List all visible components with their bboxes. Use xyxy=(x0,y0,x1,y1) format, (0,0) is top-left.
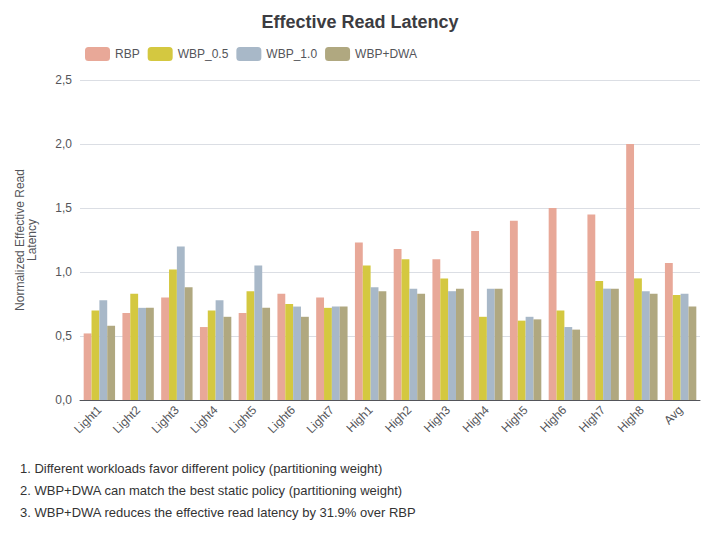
svg-text:Light3: Light3 xyxy=(149,403,182,436)
svg-text:0,0: 0,0 xyxy=(55,393,72,407)
svg-text:2. WBP+DWA can match the best: 2. WBP+DWA can match the best static pol… xyxy=(20,483,402,498)
svg-text:High6: High6 xyxy=(537,403,569,435)
svg-text:Light4: Light4 xyxy=(188,403,221,436)
svg-text:Light6: Light6 xyxy=(265,403,298,436)
svg-text:WBP_0.5: WBP_0.5 xyxy=(178,47,229,61)
svg-text:High5: High5 xyxy=(499,403,531,435)
svg-text:Normalized Effective Read: Normalized Effective Read xyxy=(13,169,27,311)
svg-text:WBP_1.0: WBP_1.0 xyxy=(266,47,317,61)
svg-text:Avg: Avg xyxy=(661,403,685,427)
svg-text:High2: High2 xyxy=(382,403,414,435)
svg-text:1,0: 1,0 xyxy=(55,265,72,279)
svg-text:High4: High4 xyxy=(460,403,492,435)
svg-text:WBP+DWA: WBP+DWA xyxy=(355,47,417,61)
svg-text:2,0: 2,0 xyxy=(55,137,72,151)
svg-text:RBP: RBP xyxy=(115,47,140,61)
svg-text:Light7: Light7 xyxy=(304,403,337,436)
svg-text:High3: High3 xyxy=(421,403,453,435)
svg-text:High7: High7 xyxy=(576,403,608,435)
svg-text:High8: High8 xyxy=(615,403,647,435)
svg-text:0,5: 0,5 xyxy=(55,329,72,343)
svg-text:High1: High1 xyxy=(344,403,376,435)
svg-text:3. WBP+DWA reduces the effecti: 3. WBP+DWA reduces the effective read la… xyxy=(20,505,416,520)
svg-text:Light5: Light5 xyxy=(226,403,259,436)
svg-text:1. Different workloads favor d: 1. Different workloads favor different p… xyxy=(20,461,382,476)
svg-text:Latency: Latency xyxy=(25,219,39,261)
svg-text:1,5: 1,5 xyxy=(55,201,72,215)
svg-text:Effective Read Latency: Effective Read Latency xyxy=(261,12,458,32)
svg-text:2,5: 2,5 xyxy=(55,73,72,87)
svg-text:Light2: Light2 xyxy=(110,403,143,436)
svg-text:Light1: Light1 xyxy=(71,403,104,436)
